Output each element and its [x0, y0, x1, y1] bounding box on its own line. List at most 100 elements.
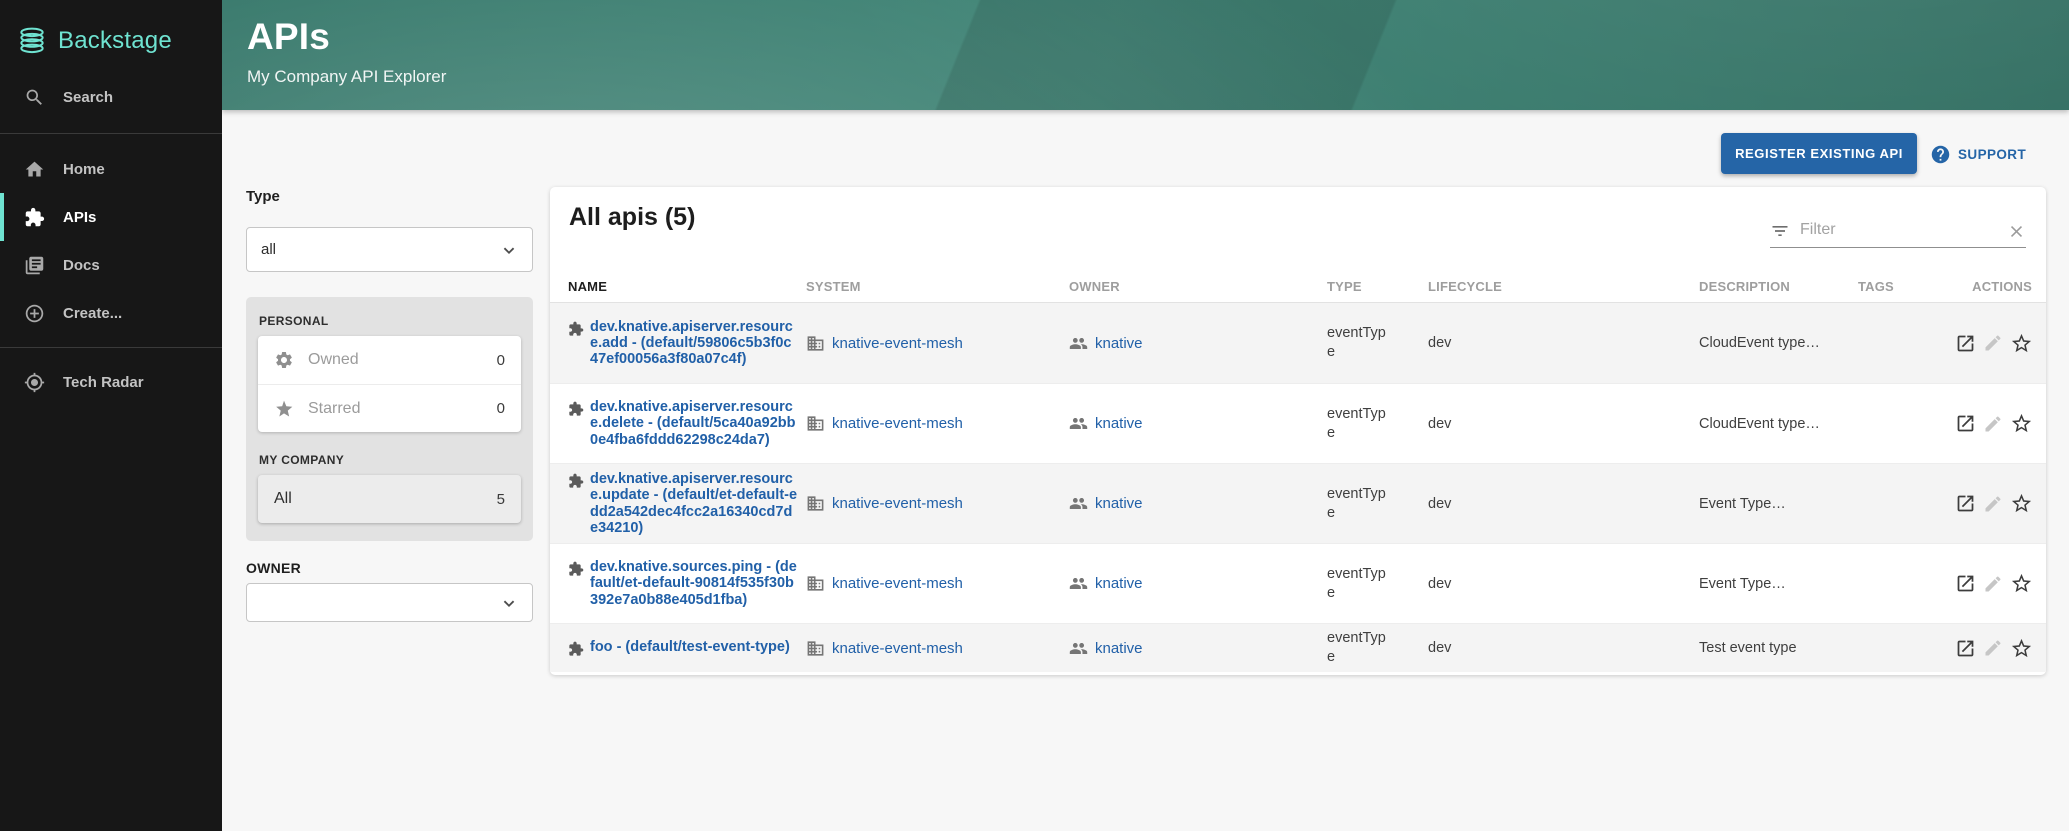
owner-link[interactable]: knative: [1095, 415, 1143, 432]
close-icon[interactable]: [2007, 222, 2026, 241]
column-header-tags[interactable]: TAGS: [1858, 278, 1894, 294]
lifecycle-cell: dev: [1428, 640, 1452, 656]
personal-heading: PERSONAL: [259, 314, 329, 328]
chevron-down-icon: [503, 600, 515, 607]
owner-cell: knative: [1069, 494, 1327, 513]
open-in-new-icon[interactable]: [1955, 333, 1976, 354]
api-name-link[interactable]: foo - (default/test-event-type): [590, 639, 790, 655]
system-cell: knative-event-mesh: [806, 639, 1069, 658]
edit-icon[interactable]: [1983, 494, 2003, 514]
sidebar-item-label: Docs: [63, 256, 100, 274]
description-cell: Event Type…: [1699, 495, 1786, 512]
puzzle-icon: [568, 473, 584, 489]
column-header-owner[interactable]: OWNER: [1069, 278, 1120, 294]
backstage-logo-icon: [20, 27, 44, 54]
star-outline-icon[interactable]: [2010, 412, 2033, 435]
filter-owned-label: Owned: [308, 351, 359, 368]
sidebar-item-search[interactable]: Search: [0, 73, 222, 121]
sidebar-item-tech-radar[interactable]: Tech Radar: [0, 358, 222, 406]
api-name-link[interactable]: dev.knative.sources.ping - (default/et-d…: [590, 559, 797, 608]
star-outline-icon[interactable]: [2010, 572, 2033, 595]
system-cell: knative-event-mesh: [806, 494, 1069, 513]
owner-link[interactable]: knative: [1095, 334, 1143, 352]
type-cell: eventType: [1327, 405, 1386, 441]
lifecycle-cell: dev: [1428, 575, 1452, 592]
people-icon: [1069, 494, 1088, 513]
type-filter-label: Type: [246, 188, 280, 205]
system-cell: knative-event-mesh: [806, 574, 1069, 593]
sidebar-item-create[interactable]: Create...: [0, 289, 222, 337]
sidebar-item-apis[interactable]: APIs: [0, 193, 222, 241]
owner-cell: knative: [1069, 334, 1327, 353]
owner-cell: knative: [1069, 639, 1327, 658]
table-filter-input[interactable]: [1790, 221, 2007, 241]
column-header-type[interactable]: TYPE: [1327, 278, 1362, 294]
backstage-logo[interactable]: Backstage: [0, 0, 222, 64]
sidebar-item-label: Create...: [63, 304, 123, 322]
sidebar-item-docs[interactable]: Docs: [0, 241, 222, 289]
open-in-new-icon[interactable]: [1955, 573, 1976, 594]
column-header-description[interactable]: DESCRIPTION: [1699, 278, 1790, 294]
open-in-new-icon[interactable]: [1955, 638, 1976, 659]
owner-cell: knative: [1069, 574, 1327, 593]
table-row: dev.knative.apiserver.resource.delete - …: [550, 383, 2046, 463]
star-icon: [274, 399, 294, 419]
edit-icon[interactable]: [1983, 574, 2003, 594]
description-cell: Test event type: [1699, 640, 1797, 656]
open-in-new-icon[interactable]: [1955, 493, 1976, 514]
sidebar-item-home[interactable]: Home: [0, 145, 222, 193]
filter-starred[interactable]: Starred 0: [258, 384, 521, 432]
docs-icon: [24, 255, 45, 276]
name-cell: dev.knative.apiserver.resource.delete - …: [568, 399, 806, 448]
description-cell: CloudEvent type…: [1699, 415, 1820, 432]
star-outline-icon[interactable]: [2010, 492, 2033, 515]
my-company-heading: MY COMPANY: [259, 453, 345, 467]
api-name-link[interactable]: dev.knative.apiserver.resource.delete - …: [590, 399, 796, 448]
owner-link[interactable]: knative: [1095, 495, 1143, 512]
system-link[interactable]: knative-event-mesh: [832, 575, 963, 592]
building-icon: [806, 334, 825, 353]
puzzle-icon: [568, 561, 584, 577]
edit-icon[interactable]: [1983, 638, 2003, 658]
system-link[interactable]: knative-event-mesh: [832, 415, 963, 432]
filter-all[interactable]: All 5: [258, 475, 521, 523]
api-name-link[interactable]: dev.knative.apiserver.resource.update - …: [590, 471, 798, 536]
open-in-new-icon[interactable]: [1955, 413, 1976, 434]
filter-all-label: All: [274, 490, 292, 507]
system-link[interactable]: knative-event-mesh: [832, 639, 963, 657]
actions-cell: [1932, 332, 2046, 355]
backstage-logo-text: Backstage: [58, 27, 172, 54]
table-row: dev.knative.sources.ping - (default/et-d…: [550, 543, 2046, 623]
star-outline-icon[interactable]: [2010, 332, 2033, 355]
column-header-lifecycle[interactable]: LIFECYCLE: [1428, 278, 1502, 294]
edit-icon[interactable]: [1983, 333, 2003, 353]
owner-link[interactable]: knative: [1095, 639, 1143, 657]
system-link[interactable]: knative-event-mesh: [832, 334, 963, 352]
register-existing-api-button[interactable]: REGISTER EXISTING API: [1721, 133, 1917, 174]
api-name-link[interactable]: dev.knative.apiserver.resource.add - (de…: [590, 318, 793, 368]
edit-icon[interactable]: [1983, 414, 2003, 434]
puzzle-icon: [568, 321, 584, 337]
owner-filter-select[interactable]: [246, 583, 533, 622]
api-table-card: All apis (5) NAME SYSTEM OWNER TYPE LIFE…: [550, 187, 2046, 675]
column-header-system[interactable]: SYSTEM: [806, 278, 861, 294]
page-subtitle: My Company API Explorer: [247, 67, 447, 86]
description-cell: CloudEvent type…: [1699, 335, 1820, 351]
owner-link[interactable]: knative: [1095, 575, 1143, 592]
system-cell: knative-event-mesh: [806, 414, 1069, 433]
filter-owned[interactable]: Owned 0: [258, 336, 521, 384]
table-body: dev.knative.apiserver.resource.add - (de…: [550, 303, 2046, 672]
name-cell: dev.knative.apiserver.resource.add - (de…: [568, 319, 806, 368]
table-row: dev.knative.apiserver.resource.add - (de…: [550, 303, 2046, 383]
type-filter-select[interactable]: all: [246, 227, 533, 272]
home-icon: [24, 159, 45, 180]
lifecycle-cell: dev: [1428, 495, 1452, 512]
puzzle-icon: [568, 641, 584, 657]
sidebar-item-label: APIs: [63, 208, 97, 226]
system-link[interactable]: knative-event-mesh: [832, 495, 963, 512]
star-outline-icon[interactable]: [2010, 637, 2033, 660]
sidebar-item-label: Tech Radar: [63, 373, 144, 391]
chevron-down-icon: [503, 247, 515, 254]
support-button[interactable]: SUPPORT: [1930, 140, 2026, 168]
column-header-name[interactable]: NAME: [568, 278, 608, 294]
